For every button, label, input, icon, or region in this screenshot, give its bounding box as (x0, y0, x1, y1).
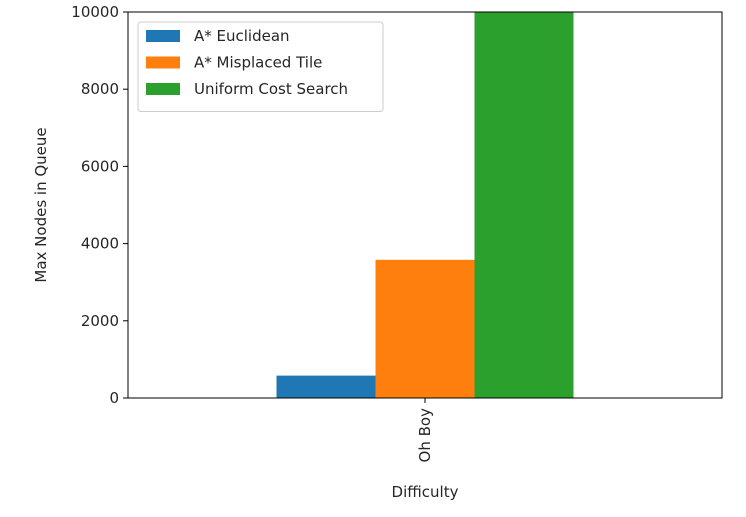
bar-a-euclidean (276, 375, 376, 398)
legend-label: A* Misplaced Tile (194, 54, 322, 72)
y-tick-label: 10000 (71, 3, 119, 21)
bar-a-misplaced-tile (375, 259, 475, 398)
legend-swatch (146, 56, 180, 69)
legend-swatch (146, 83, 180, 95)
legend-box (137, 21, 384, 112)
y-axis-label: Max Nodes in Queue (32, 127, 50, 282)
legend-label: A* Euclidean (194, 27, 290, 45)
x-axis-label: Difficulty (392, 483, 459, 501)
legend-label: Uniform Cost Search (194, 80, 348, 98)
y-tick-label: 0 (109, 389, 119, 407)
y-tick-label: 8000 (81, 80, 119, 98)
bar-uniform-cost-search (474, 12, 574, 398)
y-axis: 0 2000 4000 6000 8000 10000 (71, 3, 128, 407)
y-tick-label: 4000 (81, 235, 119, 253)
y-tick-label: 6000 (81, 157, 119, 175)
x-axis: Oh Boy (416, 398, 434, 462)
x-tick-label: Oh Boy (416, 408, 434, 463)
plot-area (127, 11, 723, 399)
legend-swatch (146, 30, 180, 42)
y-tick-label: 2000 (81, 312, 119, 330)
legend: A* Euclidean A* Misplaced Tile Uniform Cos… (137, 21, 384, 112)
